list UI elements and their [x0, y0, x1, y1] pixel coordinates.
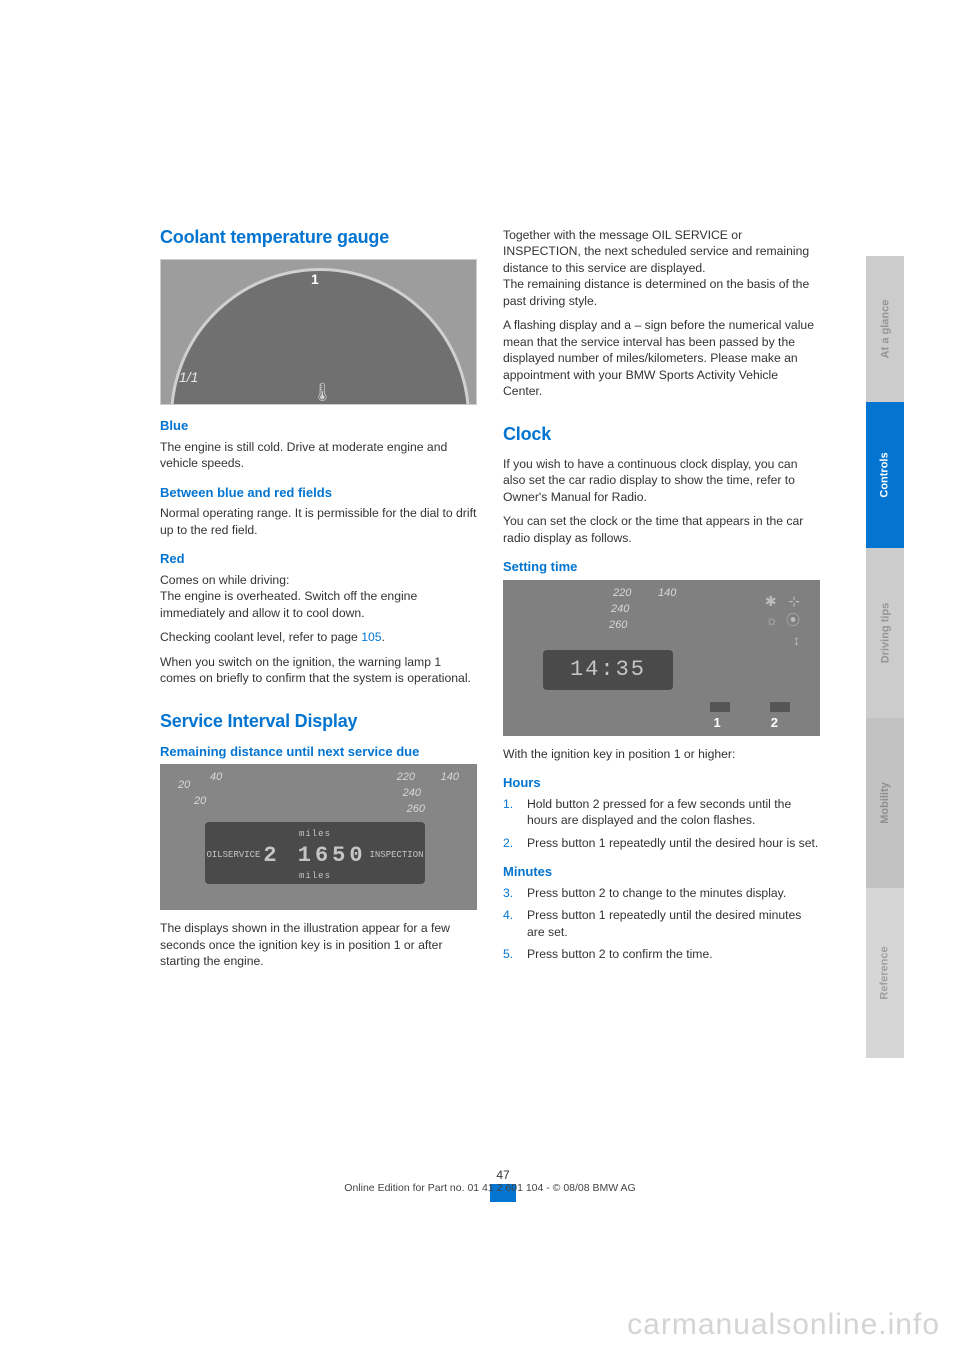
clock-btn-label-1: 1 [714, 714, 721, 732]
lcd-distance: 2 1650 [263, 841, 366, 871]
cmark-260: 260 [609, 618, 627, 633]
tab-at-a-glance[interactable]: At a glance [866, 256, 904, 402]
gauge-mark-1: 1 [311, 270, 319, 289]
lcd-miles-bot: miles [205, 870, 425, 882]
red-para-2b: . [382, 630, 385, 644]
clock-icons-cluster: ✱ ⊹☼ ⦿↕ [680, 592, 800, 651]
setting-para: With the ignition key in position 1 or h… [503, 746, 820, 762]
minutes-heading: Minutes [503, 863, 820, 881]
page-content: Coolant temperature gauge 1 1/1 🌡 1/min×… [160, 225, 820, 978]
mark-20a: 20 [178, 778, 190, 793]
tab-driving-tips[interactable]: Driving tips [866, 548, 904, 718]
between-heading: Between blue and red fields [160, 484, 477, 502]
coolant-gauge-figure: 1 1/1 🌡 1/min×1000 [160, 259, 477, 405]
watermark-text: carmanualsonline.info [627, 1308, 940, 1342]
red-para-1: Comes on while driving: The engine is ov… [160, 572, 477, 621]
clock-button-1 [710, 702, 730, 712]
thermometer-icon: 🌡 [311, 380, 334, 404]
hours-steps: 1. Hold button 2 pressed for a few second… [503, 796, 820, 851]
tab-glance-label: At a glance [879, 300, 891, 359]
coolant-heading: Coolant temperature gauge [160, 225, 477, 249]
step-5-text: Press button 2 to confirm the time. [527, 946, 713, 962]
step-2-text: Press button 1 repeatedly until the desi… [527, 835, 818, 851]
between-para: Normal operating range. It is permissibl… [160, 505, 477, 538]
tab-controls-label: Controls [879, 452, 891, 497]
red-para-2a: Checking coolant level, refer to page [160, 630, 361, 644]
lcd-panel: miles OILSERVICE 2 1650 INSPECTION miles [205, 822, 425, 884]
tab-controls[interactable]: Controls [866, 402, 904, 548]
footer-text: Online Edition for Part no. 01 41 2 601 … [160, 1182, 820, 1194]
side-tabs: At a glance Controls Driving tips Mobili… [866, 256, 904, 1058]
service-display-figure: 20 40 20 220 140 240 260 miles OILSERVIC… [160, 764, 477, 910]
clock-figure: 220 140 240 260 ✱ ⊹☼ ⦿↕ 14:35 1 2 [503, 580, 820, 736]
fuel-level-text: 1/1 [179, 368, 198, 387]
cmark-140: 140 [658, 586, 676, 601]
mark-220: 220 [397, 770, 415, 785]
red-para-2: Checking coolant level, refer to page 10… [160, 629, 477, 645]
setting-heading: Setting time [503, 558, 820, 576]
tab-mobility-label: Mobility [879, 782, 891, 824]
cmark-220: 220 [613, 586, 631, 601]
remaining-para: The displays shown in the illustration a… [160, 920, 477, 969]
minutes-steps: 3. Press button 2 to change to the minute… [503, 885, 820, 963]
step-1-text: Hold button 2 pressed for a few seconds … [527, 796, 820, 829]
step-1-num: 1. [503, 796, 517, 829]
top-para-1b: The remaining distance is determined on … [503, 277, 809, 307]
mark-140: 140 [441, 770, 459, 785]
page-number: 47 [490, 1168, 516, 1182]
mark-240: 240 [403, 786, 421, 801]
lcd-oilservice: OILSERVICE [206, 849, 260, 861]
clock-para-1: If you wish to have a continuous clock d… [503, 456, 820, 505]
red-para-3: When you switch on the ignition, the war… [160, 654, 477, 687]
clock-buttons [710, 702, 790, 712]
clock-heading: Clock [503, 422, 820, 446]
left-column: Coolant temperature gauge 1 1/1 🌡 1/min×… [160, 225, 477, 978]
step-3-text: Press button 2 to change to the minutes … [527, 885, 786, 901]
mark-20b: 20 [194, 794, 206, 809]
step-3-num: 3. [503, 885, 517, 901]
top-para-2: A flashing display and a – sign before t… [503, 317, 820, 399]
blue-para: The engine is still cold. Drive at moder… [160, 439, 477, 472]
hours-heading: Hours [503, 774, 820, 792]
lcd-inspection: INSPECTION [370, 849, 424, 861]
mark-260: 260 [407, 802, 425, 817]
step-5-num: 5. [503, 946, 517, 962]
tab-driving-label: Driving tips [879, 603, 891, 664]
clock-lcd: 14:35 [543, 650, 673, 690]
service-heading: Service Interval Display [160, 709, 477, 733]
tab-reference-label: Reference [879, 946, 891, 999]
top-para-1a: Together with the message OIL SERVICE or… [503, 228, 809, 275]
tab-mobility[interactable]: Mobility [866, 718, 904, 888]
tab-reference[interactable]: Reference [866, 888, 904, 1058]
red-heading: Red [160, 550, 477, 568]
page-link-105[interactable]: 105 [361, 630, 381, 644]
clock-btn-label-2: 2 [771, 714, 778, 732]
blue-heading: Blue [160, 417, 477, 435]
step-4-text: Press button 1 repeatedly until the desi… [527, 907, 820, 940]
remaining-heading: Remaining distance until next service du… [160, 743, 477, 761]
step-4-num: 4. [503, 907, 517, 940]
step-2-num: 2. [503, 835, 517, 851]
right-column: Together with the message OIL SERVICE or… [503, 225, 820, 978]
top-para-1: Together with the message OIL SERVICE or… [503, 227, 820, 309]
mark-40: 40 [210, 770, 222, 785]
clock-button-2 [770, 702, 790, 712]
cmark-240: 240 [611, 602, 629, 617]
lcd-miles-top: miles [205, 828, 425, 840]
clock-para-2: You can set the clock or the time that a… [503, 513, 820, 546]
